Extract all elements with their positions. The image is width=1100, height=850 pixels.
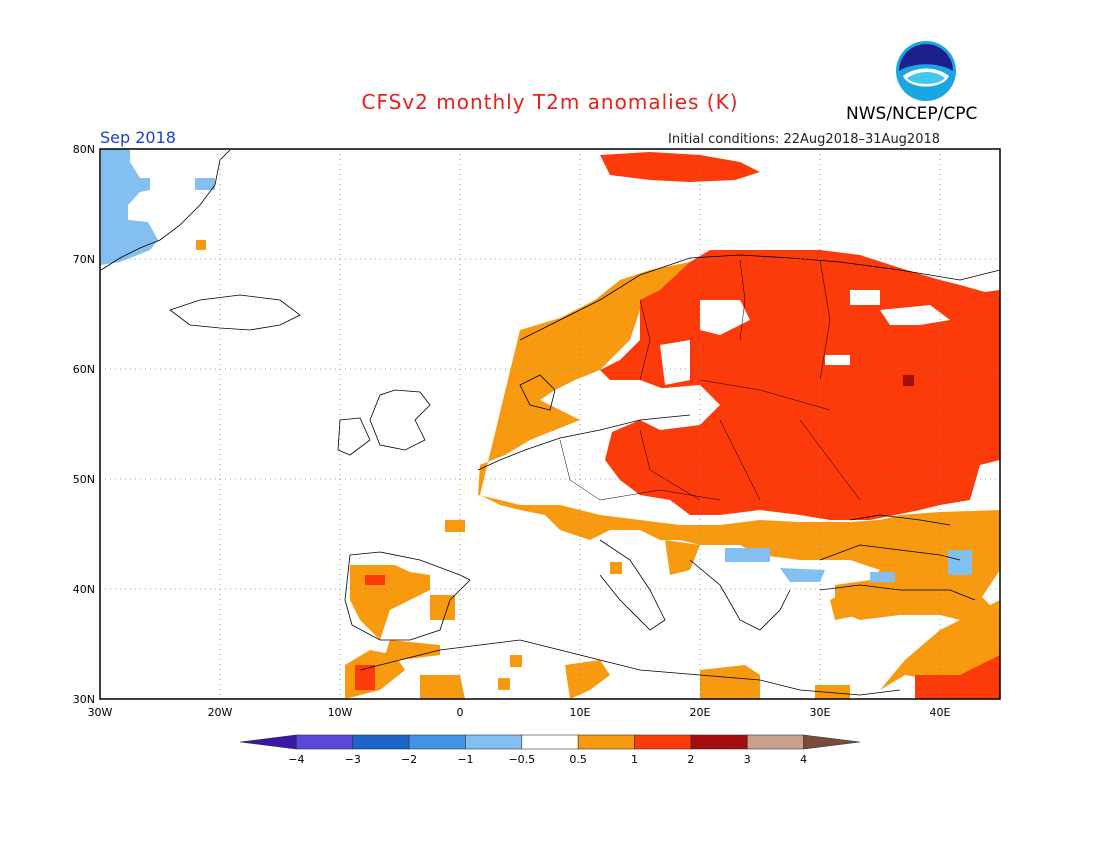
lon-label: 10W <box>328 706 353 719</box>
map-title: CFSv2 monthly T2m anomalies (K) <box>361 90 739 114</box>
lon-label: 0 <box>457 706 464 719</box>
lon-label: 30W <box>88 706 113 719</box>
colorbar-label: 0.5 <box>569 753 587 766</box>
colorbar-label: −2 <box>401 753 417 766</box>
colorbar-label: −0.5 <box>508 753 535 766</box>
colorbar: −4 −3 −2 −1 −0.5 0.5 1 2 3 4 <box>239 734 861 766</box>
colorbar-swatch <box>465 734 523 750</box>
graticule <box>100 149 1000 699</box>
lon-label: 40E <box>930 706 951 719</box>
colorbar-swatch <box>577 734 635 750</box>
map-frame <box>99 148 1001 700</box>
colorbar-swatch <box>239 734 297 750</box>
colorbar-label: 4 <box>800 753 807 766</box>
colorbar-label: 1 <box>631 753 638 766</box>
initial-conditions: Initial conditions: 22Aug2018–31Aug2018 <box>668 132 941 147</box>
colorbar-label: −1 <box>457 753 473 766</box>
map-plot-area <box>99 148 1001 700</box>
country-borders <box>559 259 861 501</box>
lat-label: 80N <box>73 143 95 156</box>
colorbar-label: 2 <box>687 753 694 766</box>
coastlines <box>100 149 1001 696</box>
colorbar-swatch <box>803 734 861 750</box>
forecast-month: Sep 2018 <box>100 128 176 147</box>
lon-axis-labels: 30W 20W 10W 0 10E 20E 30E 40E <box>88 706 951 719</box>
colorbar-swatch <box>296 734 354 750</box>
lon-label: 10E <box>570 706 591 719</box>
lat-label: 60N <box>73 363 95 376</box>
lat-axis-labels: 30N 40N 50N 60N 70N 80N <box>73 143 95 706</box>
lon-label: 20E <box>690 706 711 719</box>
colorbar-swatch <box>634 734 692 750</box>
colorbar-swatch <box>746 734 804 750</box>
colorbar-swatch <box>408 734 466 750</box>
colorbar-swatch <box>352 734 410 750</box>
warm-anomaly-1to2-main <box>478 262 1000 620</box>
noaa-logo <box>896 41 956 101</box>
colorbar-label: −3 <box>345 753 361 766</box>
cold-anomaly-balkans <box>725 548 770 562</box>
lat-label: 50N <box>73 473 95 486</box>
lon-label: 20W <box>208 706 233 719</box>
svalbard-warm-anomaly <box>600 152 760 182</box>
greenland-cold-anomaly <box>101 149 158 265</box>
lon-label: 30E <box>810 706 831 719</box>
colorbar-label: 3 <box>744 753 751 766</box>
lat-label: 40N <box>73 583 95 596</box>
agency-label: NWS/NCEP/CPC <box>846 104 978 124</box>
lat-label: 30N <box>73 693 95 706</box>
colorbar-label: −4 <box>288 753 304 766</box>
lat-label: 70N <box>73 253 95 266</box>
colorbar-swatch <box>521 734 579 750</box>
colorbar-swatch <box>690 734 748 750</box>
